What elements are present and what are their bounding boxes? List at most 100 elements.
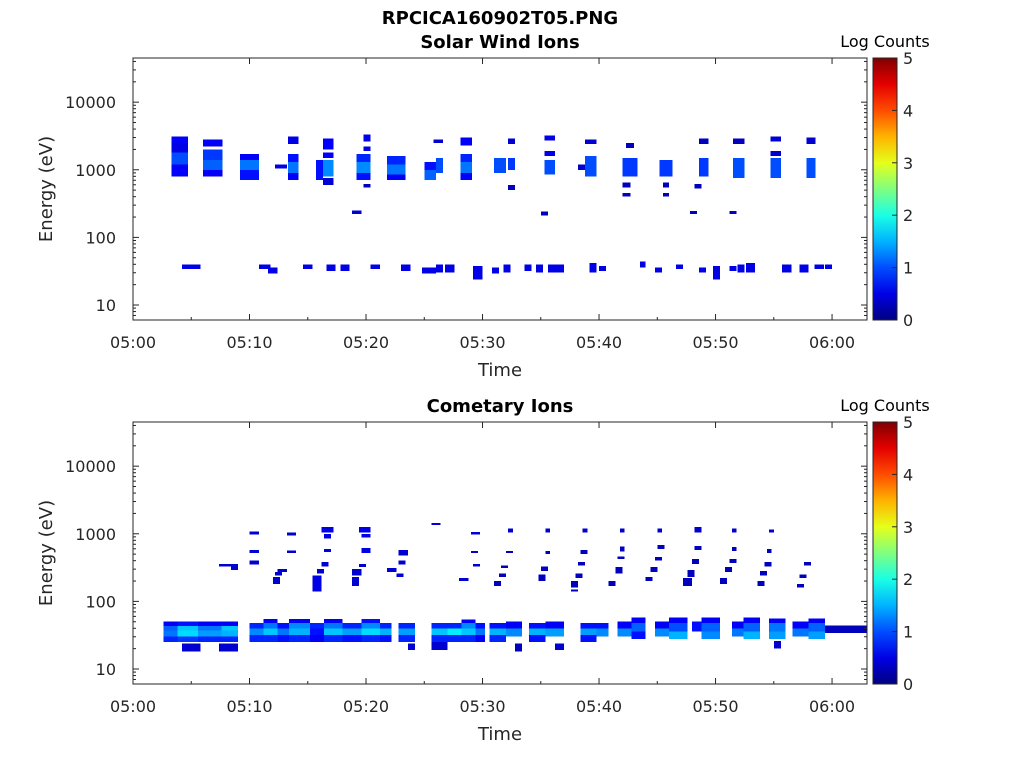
heatmap-cell	[361, 533, 371, 538]
heatmap-cell	[808, 622, 826, 632]
colorbar-tick-label: 4	[903, 465, 913, 484]
heatmap-cell	[407, 643, 415, 651]
heatmap-cell	[263, 622, 278, 629]
y-tick-label: 100	[85, 228, 116, 247]
heatmap-cell	[461, 634, 476, 643]
heatmap-cell	[324, 548, 332, 552]
heatmap-cell	[352, 569, 362, 576]
heatmap-cell	[326, 264, 336, 271]
heatmap-cell	[277, 628, 290, 635]
heatmap-cell	[398, 628, 415, 635]
heatmap-cell	[770, 136, 781, 142]
heatmap-cell	[315, 159, 323, 181]
heatmap-cell	[547, 264, 555, 273]
y-tick-label: 10000	[65, 457, 116, 476]
heatmap-cell	[287, 162, 299, 173]
heatmap-cell	[202, 139, 223, 147]
heatmap-cell	[275, 572, 283, 576]
heatmap-cell	[230, 566, 238, 571]
heatmap-cell	[699, 267, 707, 273]
heatmap-cell	[806, 157, 816, 179]
heatmap-cell	[460, 162, 473, 173]
heatmap-cell	[668, 622, 688, 632]
heatmap-cell	[545, 528, 551, 533]
heatmap-cell	[317, 569, 325, 574]
heatmap-cell	[545, 628, 565, 637]
heatmap-cell	[289, 618, 311, 623]
heatmap-cell	[163, 636, 178, 643]
heatmap-cell	[769, 618, 786, 623]
heatmap-cells	[163, 522, 867, 652]
heatmap-cell	[654, 557, 662, 561]
heatmap-cell	[286, 532, 297, 536]
heatmap-cell	[529, 628, 546, 635]
heatmap-cell	[538, 574, 546, 582]
heatmap-cell	[792, 621, 809, 629]
heatmap-cell	[729, 211, 737, 215]
heatmap-cell	[731, 621, 744, 629]
heatmap-cell	[799, 264, 809, 273]
heatmap-cell	[356, 172, 371, 181]
heatmap-cell	[363, 134, 371, 142]
heatmap-cell	[461, 628, 476, 635]
heatmap-cell	[386, 164, 406, 175]
heatmap-cell	[460, 137, 473, 146]
heatmap-cell	[571, 581, 579, 588]
heatmap-cell	[475, 634, 485, 643]
heatmap-cell	[554, 264, 565, 273]
heatmap-cell	[743, 622, 760, 632]
heatmap-cell	[489, 628, 506, 635]
heatmap-cell	[163, 630, 178, 637]
heatmap-cell	[508, 138, 516, 145]
y-axis-label: Energy (eV)	[36, 136, 57, 242]
heatmap-cell	[540, 566, 548, 572]
heatmap-cell	[473, 563, 481, 567]
heatmap-cell	[773, 640, 781, 649]
heatmap-cell	[580, 622, 597, 629]
heatmap-cell	[287, 172, 299, 181]
heatmap-cell	[799, 574, 807, 579]
heatmap-cell	[221, 621, 238, 627]
heatmap-cell	[303, 264, 313, 270]
heatmap-cell	[622, 157, 638, 177]
heatmap-cell	[398, 549, 408, 556]
heatmap-cell	[447, 622, 462, 629]
colorbar-tick-label: 0	[903, 675, 913, 694]
colorbar-label: Log Counts	[840, 396, 930, 415]
colorbar-tick-label: 4	[903, 101, 913, 120]
heatmap-cell	[508, 528, 513, 533]
heatmap-cell	[659, 159, 673, 177]
heatmap-cell	[770, 150, 781, 156]
heatmap-cell	[814, 264, 824, 270]
heatmap-cell	[475, 628, 485, 635]
heatmap-cell	[202, 149, 223, 160]
heatmap-cell	[379, 634, 392, 643]
heatmap-cell	[361, 634, 380, 643]
heatmap-cell	[699, 157, 709, 177]
x-tick-label: 05:50	[692, 333, 738, 352]
heatmap-cell	[689, 211, 697, 215]
heatmap-cells	[171, 134, 833, 280]
heatmap-cell	[322, 159, 334, 177]
heatmap-cell	[729, 265, 737, 271]
heatmap-cell	[578, 562, 586, 566]
heatmap-cell	[249, 531, 259, 535]
plot-frame	[132, 421, 868, 685]
heatmap-cell	[263, 618, 278, 623]
heatmap-cell	[324, 628, 343, 635]
heatmap-cell	[825, 625, 867, 634]
heatmap-cell	[287, 136, 299, 145]
y-tick-label: 10000	[65, 93, 116, 112]
heatmap-cell	[792, 628, 809, 637]
heatmap-cell	[645, 576, 653, 582]
heatmap-cell	[620, 528, 625, 533]
heatmap-cell	[494, 157, 506, 173]
heatmap-cell	[396, 573, 404, 577]
cometary-panel: Cometary Ions Log Counts 05:00 05:10 05:20…	[36, 396, 930, 745]
heatmap-cell	[352, 210, 362, 215]
heatmap-cell	[310, 622, 325, 629]
x-tick-label: 05:30	[459, 333, 505, 352]
heatmap-cell	[386, 174, 406, 181]
heatmap-cell	[731, 628, 744, 637]
